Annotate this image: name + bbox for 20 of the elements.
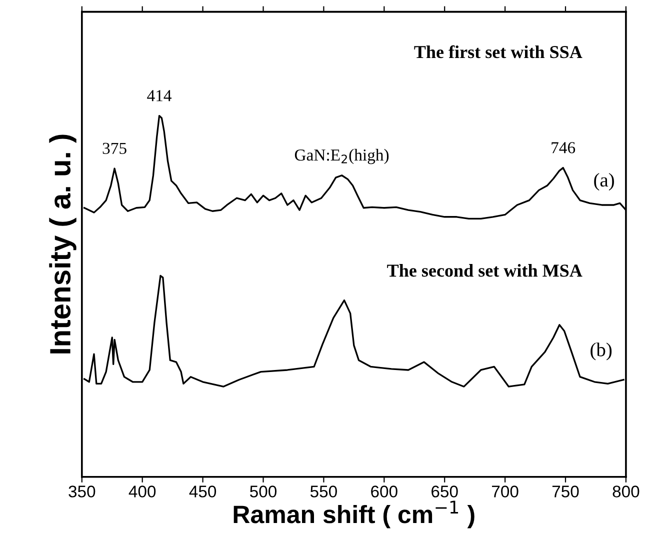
x-tick-label: 450 (189, 486, 216, 498)
x-tick-label: 600 (371, 486, 398, 498)
text: The first set with SSA (414, 45, 582, 58)
annotation: The second set with MSA (387, 264, 582, 277)
annotation: GaN:E$_{2}$(high) (294, 148, 389, 164)
x-tick-label: 500 (250, 486, 277, 498)
annotation: 746 (552, 142, 576, 154)
x-tick-label: 400 (128, 486, 156, 498)
x-tick-label: 550 (310, 486, 337, 498)
x-tick-label: 350 (68, 486, 96, 498)
x-axis-title: Raman shift ( cm$^{−1}$ ) (234, 500, 474, 528)
x-tick-label: 750 (552, 486, 579, 498)
series-label: (b) (590, 342, 612, 360)
annotation: 375 (102, 142, 126, 154)
series-label: (a) (594, 172, 614, 191)
x-tick-label: 800 (612, 486, 640, 498)
y-axis-title: Intensity ( a. u. ) (49, 134, 76, 354)
annotation: 414 (147, 90, 172, 102)
x-tick-label: 650 (432, 486, 458, 498)
x-tick-label: 700 (492, 486, 518, 498)
